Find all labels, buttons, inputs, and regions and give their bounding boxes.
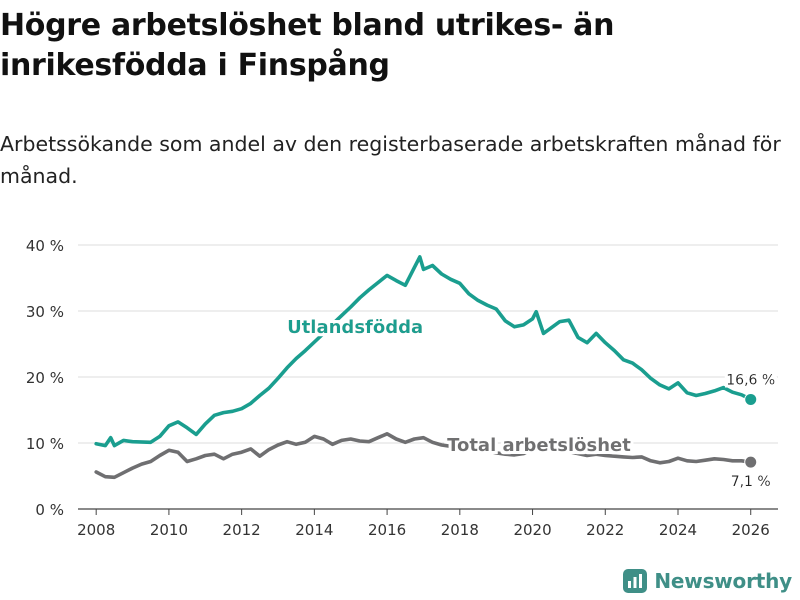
x-tick-label: 2018 xyxy=(441,521,479,539)
x-tick-label: 2024 xyxy=(659,521,697,539)
grid-lines xyxy=(78,244,778,510)
end-value-label-foreign-born: 16,6 % xyxy=(726,372,775,388)
chart-subtitle: Arbetssökande som andel av den registerb… xyxy=(0,132,781,188)
series-line-foreign-born xyxy=(94,255,753,448)
end-value-label-total: 7,1 % xyxy=(731,474,771,490)
x-tick-label: 2010 xyxy=(150,521,188,539)
axes: 0 % 10 % 20 % 30 % 40 % 2008 2010 2012 2014 2016 2… xyxy=(26,237,770,539)
newsworthy-logo: Newsworthy xyxy=(622,568,792,594)
x-tick-label: 2014 xyxy=(295,521,333,539)
series-label-total: Total arbetslöshet xyxy=(447,435,631,456)
series-lines xyxy=(94,255,758,480)
end-marker-total xyxy=(744,455,758,469)
series-label-foreign-born: Utlandsfödda xyxy=(287,317,423,338)
page-title: Högre arbetslöshet bland utrikes- än inr… xyxy=(0,8,615,83)
x-tick-label: 2022 xyxy=(586,521,624,539)
y-tick-label: 0 % xyxy=(35,501,64,519)
x-tick-label: 2016 xyxy=(368,521,406,539)
brand-name: Newsworthy xyxy=(654,569,792,593)
x-tick-label: 2012 xyxy=(223,521,261,539)
end-marker-foreign-born xyxy=(744,392,758,406)
chart-labels: 16,6 % 7,1 % Utlandsfödda Total arbetslöshe… xyxy=(287,317,775,490)
y-tick-label: 30 % xyxy=(26,303,64,321)
x-tick-label: 2008 xyxy=(77,521,115,539)
series-line-total xyxy=(94,432,753,480)
y-tick-label: 10 % xyxy=(26,435,64,453)
x-tick-label: 2026 xyxy=(732,521,770,539)
y-tick-label: 40 % xyxy=(26,237,64,255)
newsworthy-logo-icon xyxy=(623,569,648,593)
y-tick-label: 20 % xyxy=(26,369,64,387)
x-tick-label: 2020 xyxy=(513,521,551,539)
